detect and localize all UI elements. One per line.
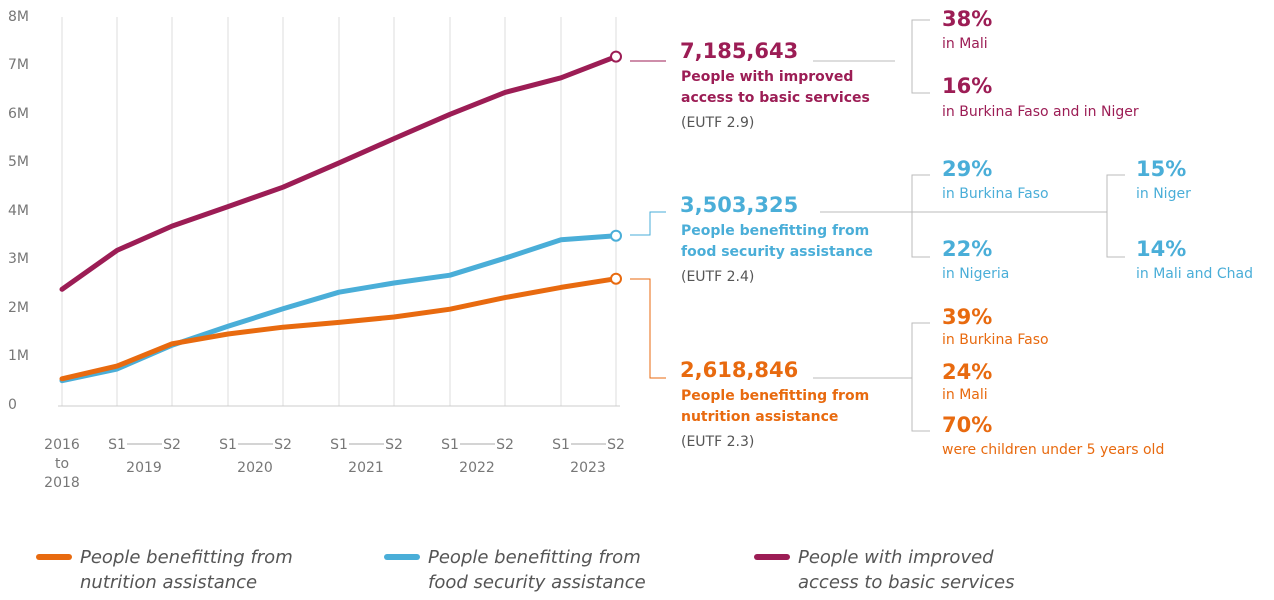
basic-where-1: in Mali — [942, 36, 988, 52]
nutrition-total: 2,618,846 — [680, 358, 798, 382]
x-year-label: 2020 — [237, 460, 273, 476]
food-pct-1: 29% — [942, 157, 992, 181]
basic-bracket — [911, 19, 930, 94]
basic-total: 7,185,643 — [680, 39, 798, 63]
legend-swatch — [384, 554, 420, 560]
y-tick-label: 0 — [8, 397, 17, 413]
y-tick-label: 6M — [8, 106, 29, 122]
series-group — [59, 50, 622, 384]
food-desc-line: People benefitting from — [681, 223, 869, 239]
x-tick-label: S1 — [219, 437, 237, 453]
food-where-3: in Niger — [1136, 186, 1191, 202]
nutrition-where-3: were children under 5 years old — [942, 442, 1164, 458]
y-tick-label: 2M — [8, 300, 29, 316]
callout-basic-services: 7,185,643 People with improved access to… — [680, 7, 1139, 131]
food-code: (EUTF 2.4) — [681, 269, 754, 285]
series-food-security-end-point — [610, 229, 622, 242]
series-nutrition-line — [59, 276, 619, 382]
x-year-label: 2019 — [126, 460, 162, 476]
series-basic-services-line — [59, 54, 619, 292]
food-where-2: in Nigeria — [942, 266, 1009, 282]
callout-nutrition: 2,618,846 People benefitting from nutrit… — [680, 305, 1164, 458]
basic-pct-1: 38% — [942, 7, 992, 31]
x-year-label: 2021 — [348, 460, 384, 476]
legend-label: People benefitting from nutrition assist… — [80, 547, 293, 593]
basic-where-2: in Burkina Faso and in Niger — [942, 104, 1139, 120]
y-tick-label: 1M — [8, 348, 29, 364]
legend-item-basic-services: People with improved access to basic ser… — [754, 545, 1038, 595]
legend-swatch — [36, 554, 72, 560]
nutrition-desc-line: People benefitting from — [681, 388, 869, 404]
basic-desc-line: People with improved — [681, 69, 853, 85]
x-tick-label: to — [55, 456, 69, 472]
nutrition-connector — [630, 278, 666, 379]
x-tick-label: S2 — [274, 437, 292, 453]
y-tick-label: 5M — [8, 154, 29, 170]
food-where-1: in Burkina Faso — [942, 186, 1049, 202]
y-tick-label: 4M — [8, 203, 29, 219]
x-tick-label: 2016 — [44, 437, 80, 453]
nutrition-pct-3: 70% — [942, 413, 992, 437]
chart: 0 1M 2M 3M 4M 5M 6M 7M 8M 2016 to 2018 S… — [8, 7, 1253, 491]
x-tick-label: S2 — [163, 437, 181, 453]
nutrition-bracket — [911, 322, 930, 432]
x-tick-label: S1 — [330, 437, 348, 453]
x-tick-label: S2 — [385, 437, 403, 453]
y-tick-label: 3M — [8, 251, 29, 267]
nutrition-desc-line: nutrition assistance — [681, 409, 838, 425]
x-tick-label: S2 — [607, 437, 625, 453]
basic-code: (EUTF 2.9) — [681, 115, 754, 131]
food-where-4: in Mali and Chad — [1136, 266, 1253, 282]
nutrition-pct-1: 39% — [942, 305, 992, 329]
nutrition-code: (EUTF 2.3) — [681, 434, 754, 450]
x-tick-label: S1 — [108, 437, 126, 453]
x-tick-label: S2 — [496, 437, 514, 453]
legend-label: People with improved access to basic ser… — [798, 547, 1015, 593]
x-tick-label: S1 — [552, 437, 570, 453]
food-desc-line: food security assistance — [681, 244, 873, 260]
series-basic-services-end-point — [610, 50, 622, 63]
food-bracket-right — [1106, 174, 1125, 258]
legend-swatch — [754, 554, 790, 560]
x-axis: 2016 to 2018 S1 S2 2019 S1 S2 2020 S1 S2… — [44, 437, 625, 491]
grid — [58, 17, 620, 407]
nutrition-where-2: in Mali — [942, 387, 988, 403]
nutrition-where-1: in Burkina Faso — [942, 332, 1049, 348]
callout-food-security: 3,503,325 People benefitting from food s… — [680, 157, 1253, 285]
food-pct-3: 15% — [1136, 157, 1186, 181]
legend-label: People benefitting from food security as… — [428, 547, 646, 593]
callout-connectors — [630, 19, 1125, 432]
x-year-label: 2022 — [459, 460, 495, 476]
basic-pct-2: 16% — [942, 74, 992, 98]
nutrition-pct-2: 24% — [942, 360, 992, 384]
food-total: 3,503,325 — [680, 193, 798, 217]
x-year-label: 2023 — [570, 460, 606, 476]
x-tick-label: S1 — [441, 437, 459, 453]
y-tick-label: 8M — [8, 9, 29, 25]
x-tick-label: 2018 — [44, 475, 80, 491]
food-pct-4: 14% — [1136, 237, 1186, 261]
food-connector — [630, 211, 666, 236]
basic-desc-line: access to basic services — [681, 90, 870, 106]
food-pct-2: 22% — [942, 237, 992, 261]
y-axis: 0 1M 2M 3M 4M 5M 6M 7M 8M — [8, 9, 29, 413]
legend-item-food-security: People benefitting from food security as… — [384, 545, 668, 595]
food-bracket-left — [911, 174, 930, 258]
legend-item-nutrition: People benefitting from nutrition assist… — [36, 545, 320, 595]
series-nutrition-end-point — [610, 272, 622, 285]
y-tick-label: 7M — [8, 57, 29, 73]
